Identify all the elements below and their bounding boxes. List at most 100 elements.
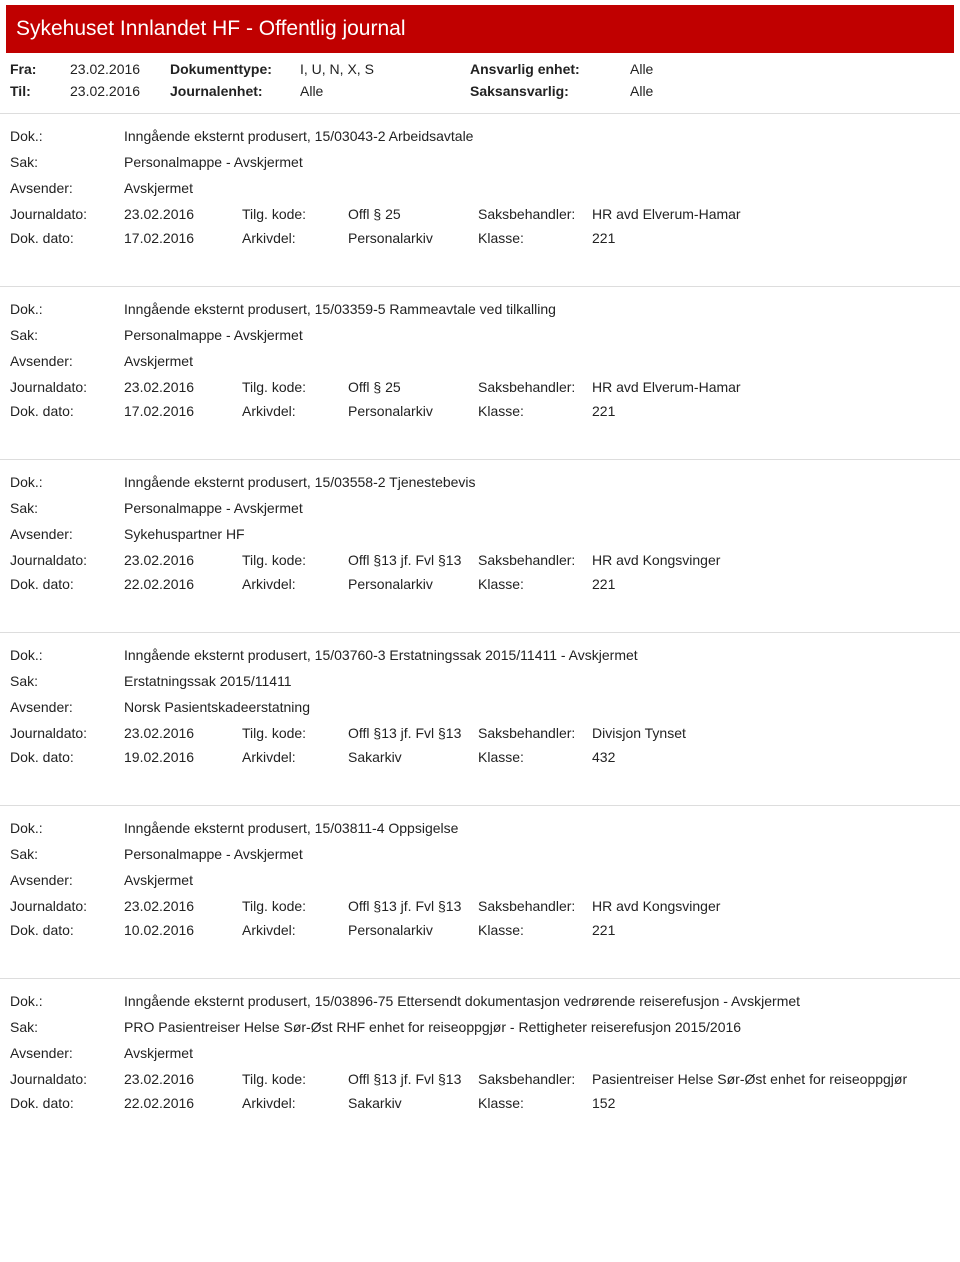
arkivdel-value: Personalarkiv — [348, 230, 478, 246]
meta-doktype-label: Dokumenttype: — [170, 61, 300, 77]
meta-bar: Fra: 23.02.2016 Dokumenttype: I, U, N, X… — [0, 53, 960, 113]
entry-separator — [0, 435, 960, 459]
journaldato-value: 23.02.2016 — [124, 1071, 242, 1087]
klasse-label: Klasse: — [478, 922, 592, 938]
avsender-value: Norsk Pasientskadeerstatning — [124, 699, 950, 715]
dok-label: Dok.: — [10, 474, 124, 490]
dok-value: Inngående eksternt produsert, 15/03896-7… — [124, 993, 950, 1009]
klasse-value: 221 — [592, 230, 950, 246]
klasse-value: 221 — [592, 403, 950, 419]
meta-ansvarlig-label: Ansvarlig enhet: — [470, 61, 630, 77]
dok-value: Inngående eksternt produsert, 15/03043-2… — [124, 128, 950, 144]
journaldato-value: 23.02.2016 — [124, 379, 242, 395]
meta-fra-label: Fra: — [10, 61, 70, 77]
dok-value: Inngående eksternt produsert, 15/03558-2… — [124, 474, 950, 490]
journaldato-value: 23.02.2016 — [124, 206, 242, 222]
meta-saksansvarlig-label: Saksansvarlig: — [470, 83, 630, 99]
dok-label: Dok.: — [10, 128, 124, 144]
klasse-label: Klasse: — [478, 1095, 592, 1111]
journaldato-label: Journaldato: — [10, 898, 124, 914]
arkivdel-value: Sakarkiv — [348, 749, 478, 765]
journal-entry: Dok.: Inngående eksternt produsert, 15/0… — [0, 286, 960, 435]
saksbehandler-value: HR avd Elverum-Hamar — [592, 379, 950, 395]
saksbehandler-value: Divisjon Tynset — [592, 725, 950, 741]
sak-label: Sak: — [10, 673, 124, 689]
sak-value: Personalmappe - Avskjermet — [124, 846, 950, 862]
dok-label: Dok.: — [10, 993, 124, 1009]
meta-til-label: Til: — [10, 83, 70, 99]
klasse-value: 152 — [592, 1095, 950, 1111]
dokdato-value: 19.02.2016 — [124, 749, 242, 765]
klasse-label: Klasse: — [478, 576, 592, 592]
dokdato-label: Dok. dato: — [10, 922, 124, 938]
saksbehandler-value: Pasientreiser Helse Sør-Øst enhet for re… — [592, 1071, 950, 1087]
tilgkode-value: Offl §13 jf. Fvl §13 — [348, 725, 478, 741]
avsender-value: Avskjermet — [124, 180, 950, 196]
meta-journalenhet-value: Alle — [300, 83, 470, 99]
tilgkode-value: Offl § 25 — [348, 206, 478, 222]
journaldato-label: Journaldato: — [10, 206, 124, 222]
journaldato-value: 23.02.2016 — [124, 725, 242, 741]
klasse-label: Klasse: — [478, 749, 592, 765]
dok-label: Dok.: — [10, 647, 124, 663]
saksbehandler-label: Saksbehandler: — [478, 552, 592, 568]
sak-value: Personalmappe - Avskjermet — [124, 327, 950, 343]
journal-entry: Dok.: Inngående eksternt produsert, 15/0… — [0, 632, 960, 781]
avsender-value: Avskjermet — [124, 353, 950, 369]
klasse-label: Klasse: — [478, 230, 592, 246]
saksbehandler-label: Saksbehandler: — [478, 206, 592, 222]
klasse-value: 221 — [592, 922, 950, 938]
meta-ansvarlig-value: Alle — [630, 61, 810, 77]
sak-value: Erstatningssak 2015/11411 — [124, 673, 950, 689]
meta-doktype-value: I, U, N, X, S — [300, 61, 470, 77]
arkivdel-label: Arkivdel: — [242, 922, 348, 938]
sak-value: Personalmappe - Avskjermet — [124, 154, 950, 170]
arkivdel-label: Arkivdel: — [242, 230, 348, 246]
avsender-value: Avskjermet — [124, 1045, 950, 1061]
journal-entry: Dok.: Inngående eksternt produsert, 15/0… — [0, 978, 960, 1127]
arkivdel-value: Personalarkiv — [348, 922, 478, 938]
saksbehandler-value: HR avd Elverum-Hamar — [592, 206, 950, 222]
dokdato-value: 22.02.2016 — [124, 576, 242, 592]
dokdato-label: Dok. dato: — [10, 1095, 124, 1111]
dokdato-value: 17.02.2016 — [124, 230, 242, 246]
avsender-label: Avsender: — [10, 1045, 124, 1061]
tilgkode-label: Tilg. kode: — [242, 898, 348, 914]
entry-separator — [0, 781, 960, 805]
meta-saksansvarlig-value: Alle — [630, 83, 810, 99]
meta-til-value: 23.02.2016 — [70, 83, 170, 99]
klasse-value: 221 — [592, 576, 950, 592]
saksbehandler-value: HR avd Kongsvinger — [592, 898, 950, 914]
saksbehandler-label: Saksbehandler: — [478, 1071, 592, 1087]
sak-value: Personalmappe - Avskjermet — [124, 500, 950, 516]
arkivdel-value: Personalarkiv — [348, 576, 478, 592]
klasse-label: Klasse: — [478, 403, 592, 419]
avsender-label: Avsender: — [10, 872, 124, 888]
sak-value: PRO Pasientreiser Helse Sør-Øst RHF enhe… — [124, 1019, 950, 1035]
journal-entry: Dok.: Inngående eksternt produsert, 15/0… — [0, 113, 960, 262]
dokdato-value: 10.02.2016 — [124, 922, 242, 938]
sak-label: Sak: — [10, 500, 124, 516]
avsender-value: Sykehuspartner HF — [124, 526, 950, 542]
entry-separator — [0, 954, 960, 978]
entry-separator — [0, 262, 960, 286]
tilgkode-label: Tilg. kode: — [242, 725, 348, 741]
avsender-label: Avsender: — [10, 353, 124, 369]
dokdato-value: 17.02.2016 — [124, 403, 242, 419]
sak-label: Sak: — [10, 154, 124, 170]
dokdato-label: Dok. dato: — [10, 749, 124, 765]
dokdato-label: Dok. dato: — [10, 403, 124, 419]
journal-entry: Dok.: Inngående eksternt produsert, 15/0… — [0, 805, 960, 954]
dok-value: Inngående eksternt produsert, 15/03760-3… — [124, 647, 950, 663]
klasse-value: 432 — [592, 749, 950, 765]
sak-label: Sak: — [10, 327, 124, 343]
saksbehandler-value: HR avd Kongsvinger — [592, 552, 950, 568]
avsender-value: Avskjermet — [124, 872, 950, 888]
sak-label: Sak: — [10, 846, 124, 862]
journaldato-label: Journaldato: — [10, 379, 124, 395]
tilgkode-value: Offl § 25 — [348, 379, 478, 395]
meta-fra-value: 23.02.2016 — [70, 61, 170, 77]
tilgkode-value: Offl §13 jf. Fvl §13 — [348, 552, 478, 568]
entry-separator — [0, 608, 960, 632]
dok-value: Inngående eksternt produsert, 15/03811-4… — [124, 820, 950, 836]
